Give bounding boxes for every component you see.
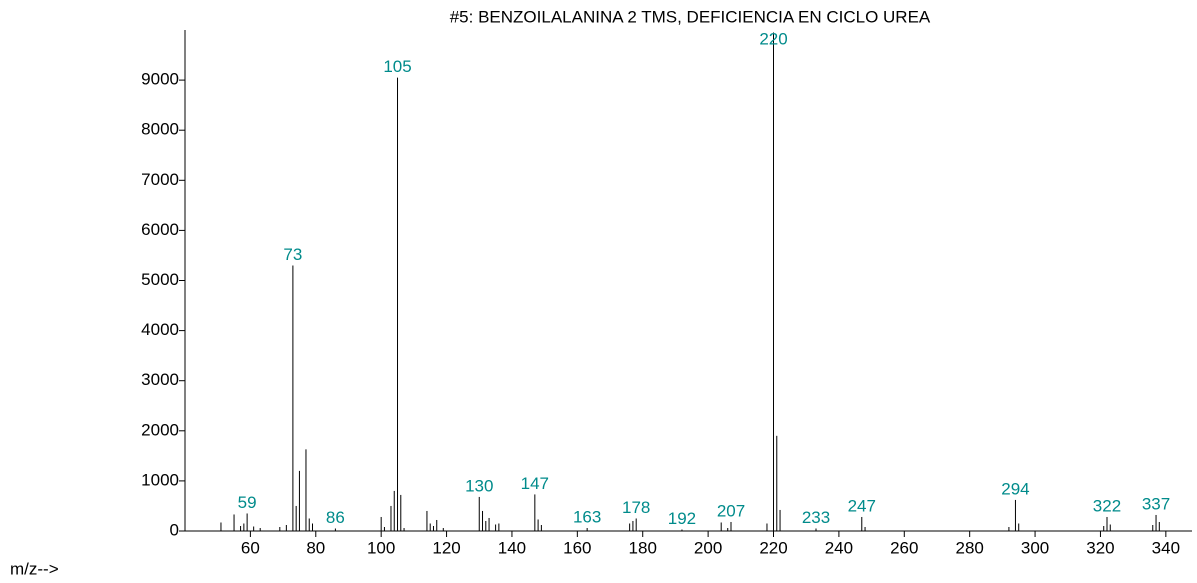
peak-label: 337: [1142, 494, 1170, 513]
peak-label: 73: [283, 245, 302, 264]
peak-label: 233: [802, 508, 830, 527]
chart-title: #5: BENZOILALANINA 2 TMS, DEFICIENCIA EN…: [450, 7, 931, 26]
peak-label: 163: [573, 507, 601, 526]
y-tick-label: 1000: [141, 470, 179, 489]
x-tick-label: 280: [955, 538, 983, 557]
peak-label: 86: [326, 508, 345, 527]
x-tick-label: 160: [563, 538, 591, 557]
peak-label: 220: [759, 29, 787, 48]
x-tick-label: 80: [306, 538, 325, 557]
y-tick-label: 7000: [141, 170, 179, 189]
peak-label: 105: [383, 57, 411, 76]
y-tick-label: 9000: [141, 70, 179, 89]
x-tick-label: 140: [498, 538, 526, 557]
x-tick-label: 200: [694, 538, 722, 557]
peak-label: 130: [465, 476, 493, 495]
x-tick-label: 180: [629, 538, 657, 557]
peak-label: 294: [1001, 479, 1029, 498]
x-tick-label: 300: [1021, 538, 1049, 557]
x-axis-label: m/z-->: [10, 559, 59, 578]
peak-label: 247: [848, 496, 876, 515]
peak-label: 59: [238, 493, 257, 512]
y-tick-label: 0: [170, 520, 179, 539]
peak-label: 207: [717, 501, 745, 520]
x-tick-label: 60: [241, 538, 260, 557]
y-tick-label: 2000: [141, 420, 179, 439]
x-tick-label: 240: [825, 538, 853, 557]
y-tick-label: 4000: [141, 320, 179, 339]
y-tick-label: 6000: [141, 220, 179, 239]
y-tick-label: 3000: [141, 370, 179, 389]
x-tick-label: 320: [1086, 538, 1114, 557]
x-tick-label: 220: [759, 538, 787, 557]
x-tick-label: 100: [367, 538, 395, 557]
y-tick-label: 8000: [141, 120, 179, 139]
y-tick-label: 5000: [141, 270, 179, 289]
x-tick-label: 340: [1152, 538, 1180, 557]
peak-label: 322: [1093, 496, 1121, 515]
peak-label: 178: [622, 498, 650, 517]
x-tick-label: 260: [890, 538, 918, 557]
peak-label: 147: [521, 474, 549, 493]
peak-label: 192: [668, 509, 696, 528]
x-tick-label: 120: [432, 538, 460, 557]
